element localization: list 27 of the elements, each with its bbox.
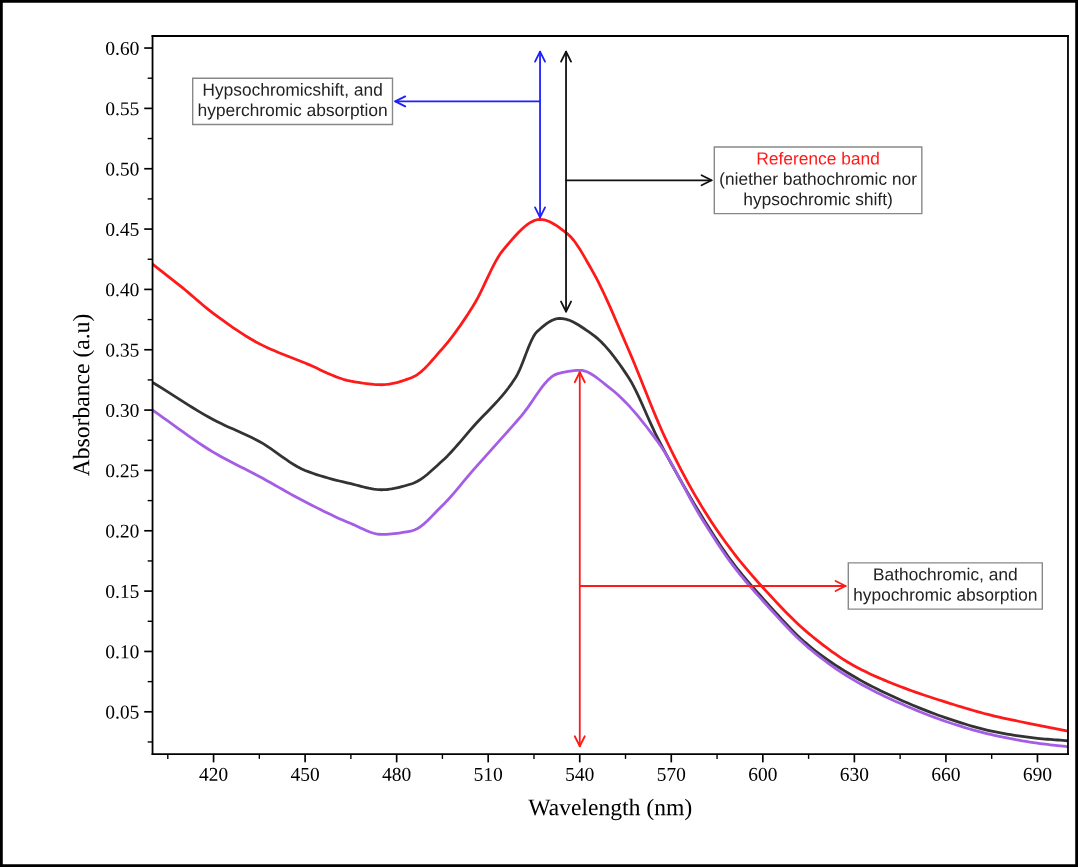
x-tick-label: 510 (474, 767, 503, 781)
x-tick-label: 570 (657, 767, 686, 781)
annotation: Hypsochromicshift, and hyperchromic absorption (198, 83, 387, 120)
x-axis-title: Wavelength (nm) (528, 798, 692, 821)
annotation: Bathochromic, and hypochromic absorption (854, 567, 1037, 605)
x-tick-label: 420 (199, 767, 228, 781)
x-tick-label: 630 (840, 767, 869, 781)
y-tick-label: 0.45 (106, 222, 139, 237)
y-tick-label: 0.10 (106, 645, 139, 659)
x-tick-label: 480 (382, 767, 411, 781)
y-tick-label: 0.20 (106, 524, 139, 538)
y-tick-label: 0.40 (106, 283, 139, 297)
y-tick-label: 0.15 (106, 584, 139, 599)
y-tick-label: 0.60 (106, 41, 139, 56)
x-tick-label: 540 (566, 767, 594, 781)
x-tick-label: 690 (1023, 767, 1052, 781)
x-tick-label: 600 (749, 767, 777, 781)
y-tick-label: 0.25 (106, 464, 139, 478)
y-tick-label: 0.05 (106, 705, 139, 719)
x-tick-label: 660 (932, 767, 960, 781)
y-tick-label: 0.55 (106, 102, 139, 116)
y-tick-label: 0.35 (106, 343, 139, 357)
y-axis-title: Absorbance (a.u) (72, 314, 95, 477)
annotation: Reference band (niether bathochromic nor hypsochromic shift) (720, 151, 917, 209)
y-tick-label: 0.50 (106, 162, 139, 176)
x-tick-label: 450 (290, 767, 319, 781)
y-tick-label: 0.30 (106, 403, 139, 418)
